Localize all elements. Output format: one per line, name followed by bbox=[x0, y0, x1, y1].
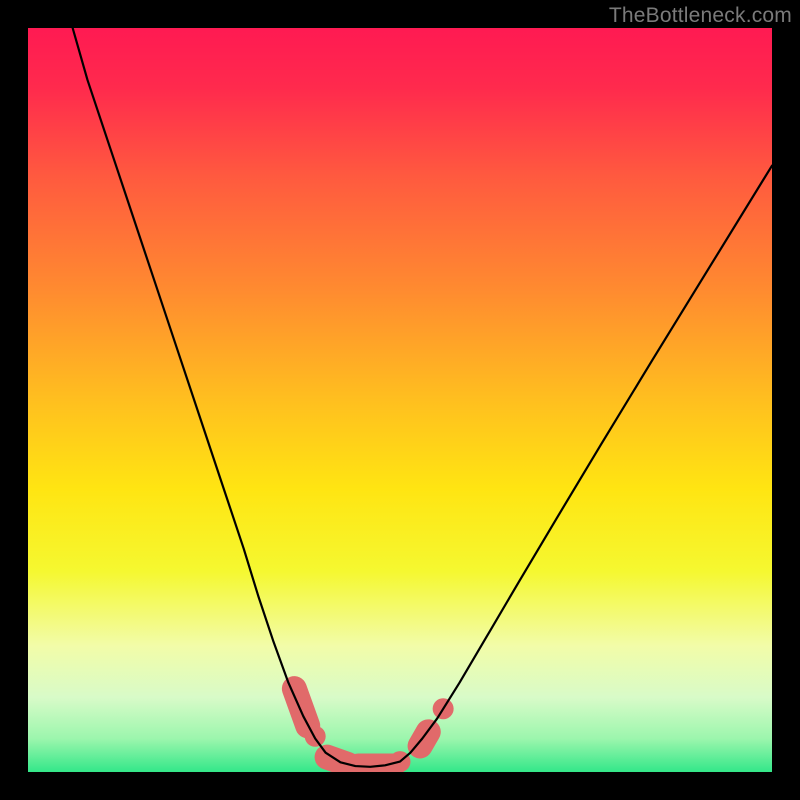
watermark-label: TheBottleneck.com bbox=[609, 4, 792, 28]
gradient-background bbox=[28, 28, 772, 772]
marker-dot bbox=[291, 699, 312, 720]
plot-area bbox=[28, 28, 772, 772]
chart-outer-frame: TheBottleneck.com bbox=[0, 0, 800, 800]
bottleneck-chart-svg bbox=[28, 28, 772, 772]
